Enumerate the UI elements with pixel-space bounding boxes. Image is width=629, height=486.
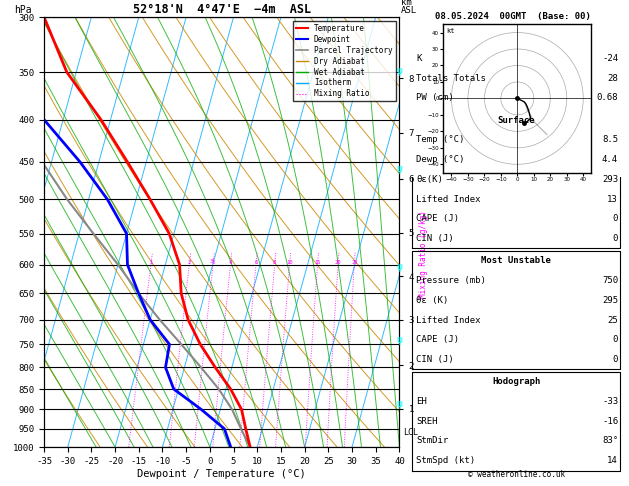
Text: 20: 20 (335, 260, 342, 265)
Text: 28: 28 (608, 74, 618, 83)
Text: © weatheronline.co.uk: © weatheronline.co.uk (467, 469, 565, 479)
Text: kt: kt (447, 28, 455, 34)
Text: 4.4: 4.4 (602, 155, 618, 164)
Text: CAPE (J): CAPE (J) (416, 335, 459, 344)
Text: Mixing Ratio (g/kg): Mixing Ratio (g/kg) (419, 209, 428, 297)
Text: θε(K): θε(K) (416, 175, 443, 184)
Text: 2: 2 (187, 260, 191, 265)
Text: Temp (°C): Temp (°C) (416, 136, 465, 144)
Text: 13: 13 (608, 194, 618, 204)
Text: Most Unstable: Most Unstable (481, 256, 551, 265)
Text: SREH: SREH (416, 417, 438, 426)
Text: 10: 10 (286, 260, 293, 265)
Text: 0.68: 0.68 (596, 93, 618, 103)
Text: 6: 6 (254, 260, 258, 265)
Text: 0: 0 (613, 355, 618, 364)
Text: 1: 1 (149, 260, 152, 265)
Text: Pressure (mb): Pressure (mb) (416, 276, 486, 285)
Text: ψ: ψ (396, 399, 403, 409)
Text: EH: EH (416, 397, 427, 406)
Text: PW (cm): PW (cm) (416, 93, 454, 103)
Text: CIN (J): CIN (J) (416, 234, 454, 243)
Text: 8.5: 8.5 (602, 136, 618, 144)
Text: 295: 295 (602, 296, 618, 305)
Text: km
ASL: km ASL (401, 0, 417, 15)
X-axis label: Dewpoint / Temperature (°C): Dewpoint / Temperature (°C) (137, 469, 306, 479)
Text: 8: 8 (273, 260, 276, 265)
Text: 4: 4 (229, 260, 232, 265)
Text: 293: 293 (602, 175, 618, 184)
Text: CIN (J): CIN (J) (416, 355, 454, 364)
Text: hPa: hPa (14, 5, 31, 15)
Text: Lifted Index: Lifted Index (416, 315, 481, 325)
Text: 14: 14 (608, 456, 618, 465)
Text: K: K (416, 54, 421, 63)
Text: Hodograph: Hodograph (492, 377, 540, 386)
Text: 25: 25 (351, 260, 357, 265)
Text: CAPE (J): CAPE (J) (416, 214, 459, 224)
Text: 08.05.2024  00GMT  (Base: 00): 08.05.2024 00GMT (Base: 00) (435, 12, 591, 21)
Text: 0: 0 (613, 214, 618, 224)
Text: 0: 0 (613, 234, 618, 243)
Text: -16: -16 (602, 417, 618, 426)
Text: Surface: Surface (498, 116, 535, 124)
Legend: Temperature, Dewpoint, Parcel Trajectory, Dry Adiabat, Wet Adiabat, Isotherm, Mi: Temperature, Dewpoint, Parcel Trajectory… (293, 21, 396, 102)
Text: Lifted Index: Lifted Index (416, 194, 481, 204)
Text: ψ: ψ (396, 164, 403, 174)
Text: StmSpd (kt): StmSpd (kt) (416, 456, 476, 465)
Text: Totals Totals: Totals Totals (416, 74, 486, 83)
Text: ψ: ψ (396, 335, 403, 345)
Title: 52°18'N  4°47'E  −4m  ASL: 52°18'N 4°47'E −4m ASL (133, 3, 311, 16)
Text: -24: -24 (602, 54, 618, 63)
Text: 15: 15 (314, 260, 321, 265)
Text: ψ: ψ (396, 262, 403, 273)
Text: 750: 750 (602, 276, 618, 285)
Text: StmDir: StmDir (416, 436, 448, 445)
Text: LCL: LCL (403, 428, 418, 437)
Text: -33: -33 (602, 397, 618, 406)
Text: 25: 25 (608, 315, 618, 325)
Text: ψ: ψ (396, 66, 403, 76)
Text: θε (K): θε (K) (416, 296, 448, 305)
Text: 3½: 3½ (209, 260, 216, 265)
Text: Dewp (°C): Dewp (°C) (416, 155, 465, 164)
Text: 83°: 83° (602, 436, 618, 445)
Text: 0: 0 (613, 335, 618, 344)
